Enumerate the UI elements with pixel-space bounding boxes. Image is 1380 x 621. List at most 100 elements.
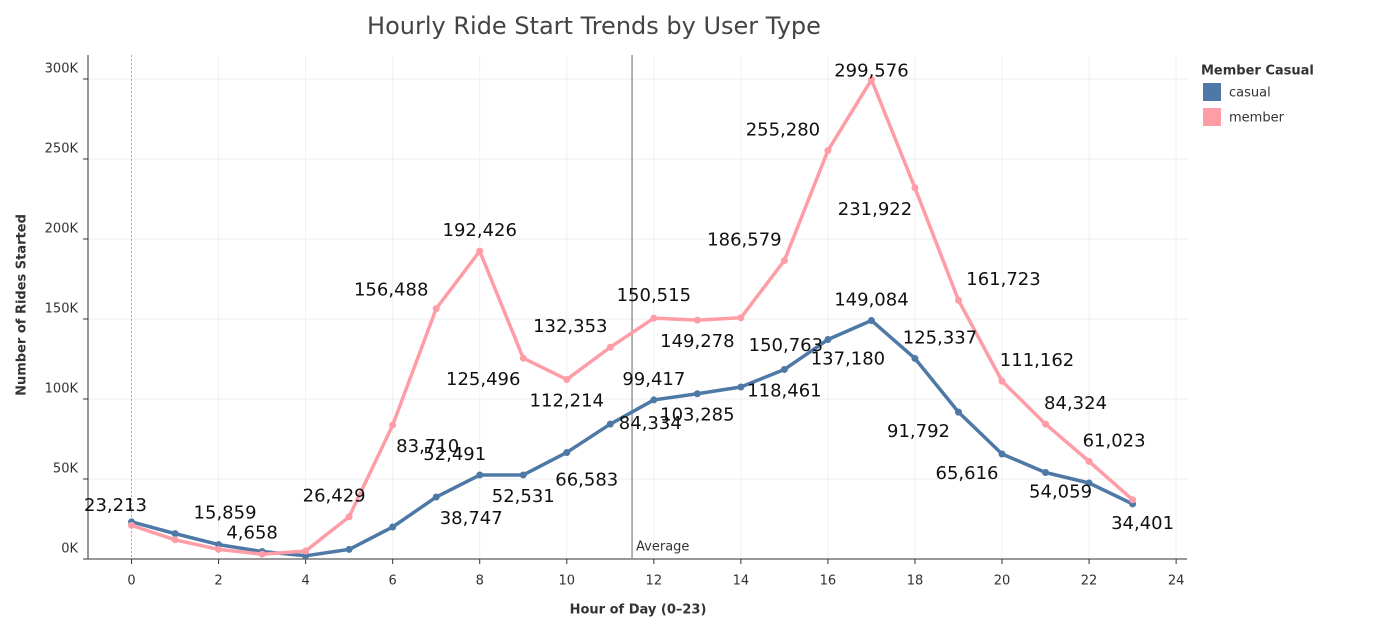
data-label: 299,576 — [834, 61, 908, 82]
y-tick-label: 250K — [45, 142, 79, 157]
point — [867, 76, 875, 84]
point — [954, 408, 962, 416]
y-tick-label: 0K — [61, 542, 78, 557]
data-label: 150,515 — [617, 285, 691, 306]
x-axis-title: Hour of Day (0–23) — [570, 603, 707, 618]
point — [780, 256, 788, 264]
point — [389, 421, 397, 429]
point — [258, 550, 266, 558]
x-tick-label: 0 — [127, 574, 135, 589]
legend-swatch — [1203, 108, 1221, 126]
y-tick-label: 150K — [45, 302, 79, 317]
x-tick-label: 22 — [1081, 574, 1098, 589]
x-tick-label: 12 — [646, 574, 663, 589]
y-tick-label: 100K — [45, 382, 79, 397]
data-label: 84,334 — [619, 413, 682, 434]
point — [780, 365, 788, 373]
data-label: 65,616 — [936, 463, 999, 484]
data-label: 23,213 — [84, 495, 147, 516]
point — [519, 471, 527, 479]
data-label: 161,723 — [966, 269, 1040, 290]
point — [171, 536, 179, 544]
data-label: 192,426 — [443, 220, 517, 241]
point — [650, 396, 658, 404]
data-label: 54,059 — [1029, 482, 1092, 503]
point — [563, 448, 571, 456]
point — [215, 545, 223, 553]
point — [1042, 420, 1050, 428]
point — [1042, 469, 1050, 477]
y-tick-label: 50K — [53, 462, 79, 477]
legend-swatch — [1203, 83, 1221, 101]
x-tick-label: 2 — [214, 574, 222, 589]
point — [302, 552, 310, 560]
point — [432, 305, 440, 313]
x-tick-label: 14 — [733, 574, 750, 589]
data-label: 84,324 — [1044, 393, 1107, 414]
chart-title: Hourly Ride Start Trends by User Type — [367, 12, 821, 40]
point — [998, 450, 1006, 458]
legend-title: Member Casual — [1201, 64, 1314, 79]
point — [1085, 457, 1093, 465]
y-axis-title: Number of Rides Started — [15, 214, 30, 396]
data-label: 38,747 — [440, 508, 503, 529]
data-label: 125,496 — [446, 369, 520, 390]
point — [693, 390, 701, 398]
data-label: 156,488 — [354, 280, 428, 301]
point — [824, 336, 832, 344]
point — [606, 420, 614, 428]
point — [563, 375, 571, 383]
series-line — [130, 77, 1134, 556]
data-label: 137,180 — [811, 349, 885, 370]
point — [171, 530, 179, 538]
point — [128, 521, 136, 529]
series-line — [131, 318, 1134, 558]
x-tick-label: 24 — [1168, 574, 1185, 589]
x-tick-label: 4 — [301, 574, 309, 589]
point — [345, 545, 353, 553]
data-label: 149,084 — [834, 289, 908, 310]
x-tick-label: 20 — [994, 574, 1011, 589]
data-label: 26,429 — [303, 486, 366, 507]
data-label: 52,491 — [423, 444, 486, 465]
data-label: 231,922 — [838, 199, 912, 220]
data-label: 186,579 — [707, 229, 781, 250]
point — [650, 314, 658, 322]
x-tick-label: 10 — [558, 574, 575, 589]
point — [302, 547, 310, 555]
point — [911, 354, 919, 362]
x-tick-label: 16 — [820, 574, 837, 589]
data-label: 52,531 — [492, 486, 555, 507]
point — [1129, 496, 1137, 504]
data-label: 15,859 — [194, 503, 257, 524]
data-label: 103,285 — [660, 405, 734, 426]
y-tick-label: 300K — [45, 62, 79, 77]
data-label: 150,763 — [749, 335, 823, 356]
point — [389, 523, 397, 531]
point — [737, 314, 745, 322]
point — [998, 377, 1006, 385]
legend-label: member — [1229, 111, 1285, 126]
data-label: 66,583 — [555, 469, 618, 490]
point — [432, 493, 440, 501]
legend-label: casual — [1229, 86, 1271, 101]
point — [345, 513, 353, 521]
point — [476, 247, 484, 255]
point — [954, 296, 962, 304]
point — [824, 147, 832, 155]
point — [911, 184, 919, 192]
x-tick-label: 8 — [476, 574, 484, 589]
point — [519, 354, 527, 362]
data-label: 4,658 — [226, 523, 278, 544]
point — [1085, 479, 1093, 487]
point — [693, 316, 701, 324]
data-label: 132,353 — [533, 316, 607, 337]
data-label: 61,023 — [1083, 430, 1146, 451]
reference-label: Average — [636, 540, 689, 555]
x-tick-label: 18 — [907, 574, 924, 589]
point — [867, 316, 875, 324]
x-tick-label: 6 — [389, 574, 397, 589]
data-label: 255,280 — [746, 120, 820, 141]
data-label: 99,417 — [622, 369, 685, 390]
